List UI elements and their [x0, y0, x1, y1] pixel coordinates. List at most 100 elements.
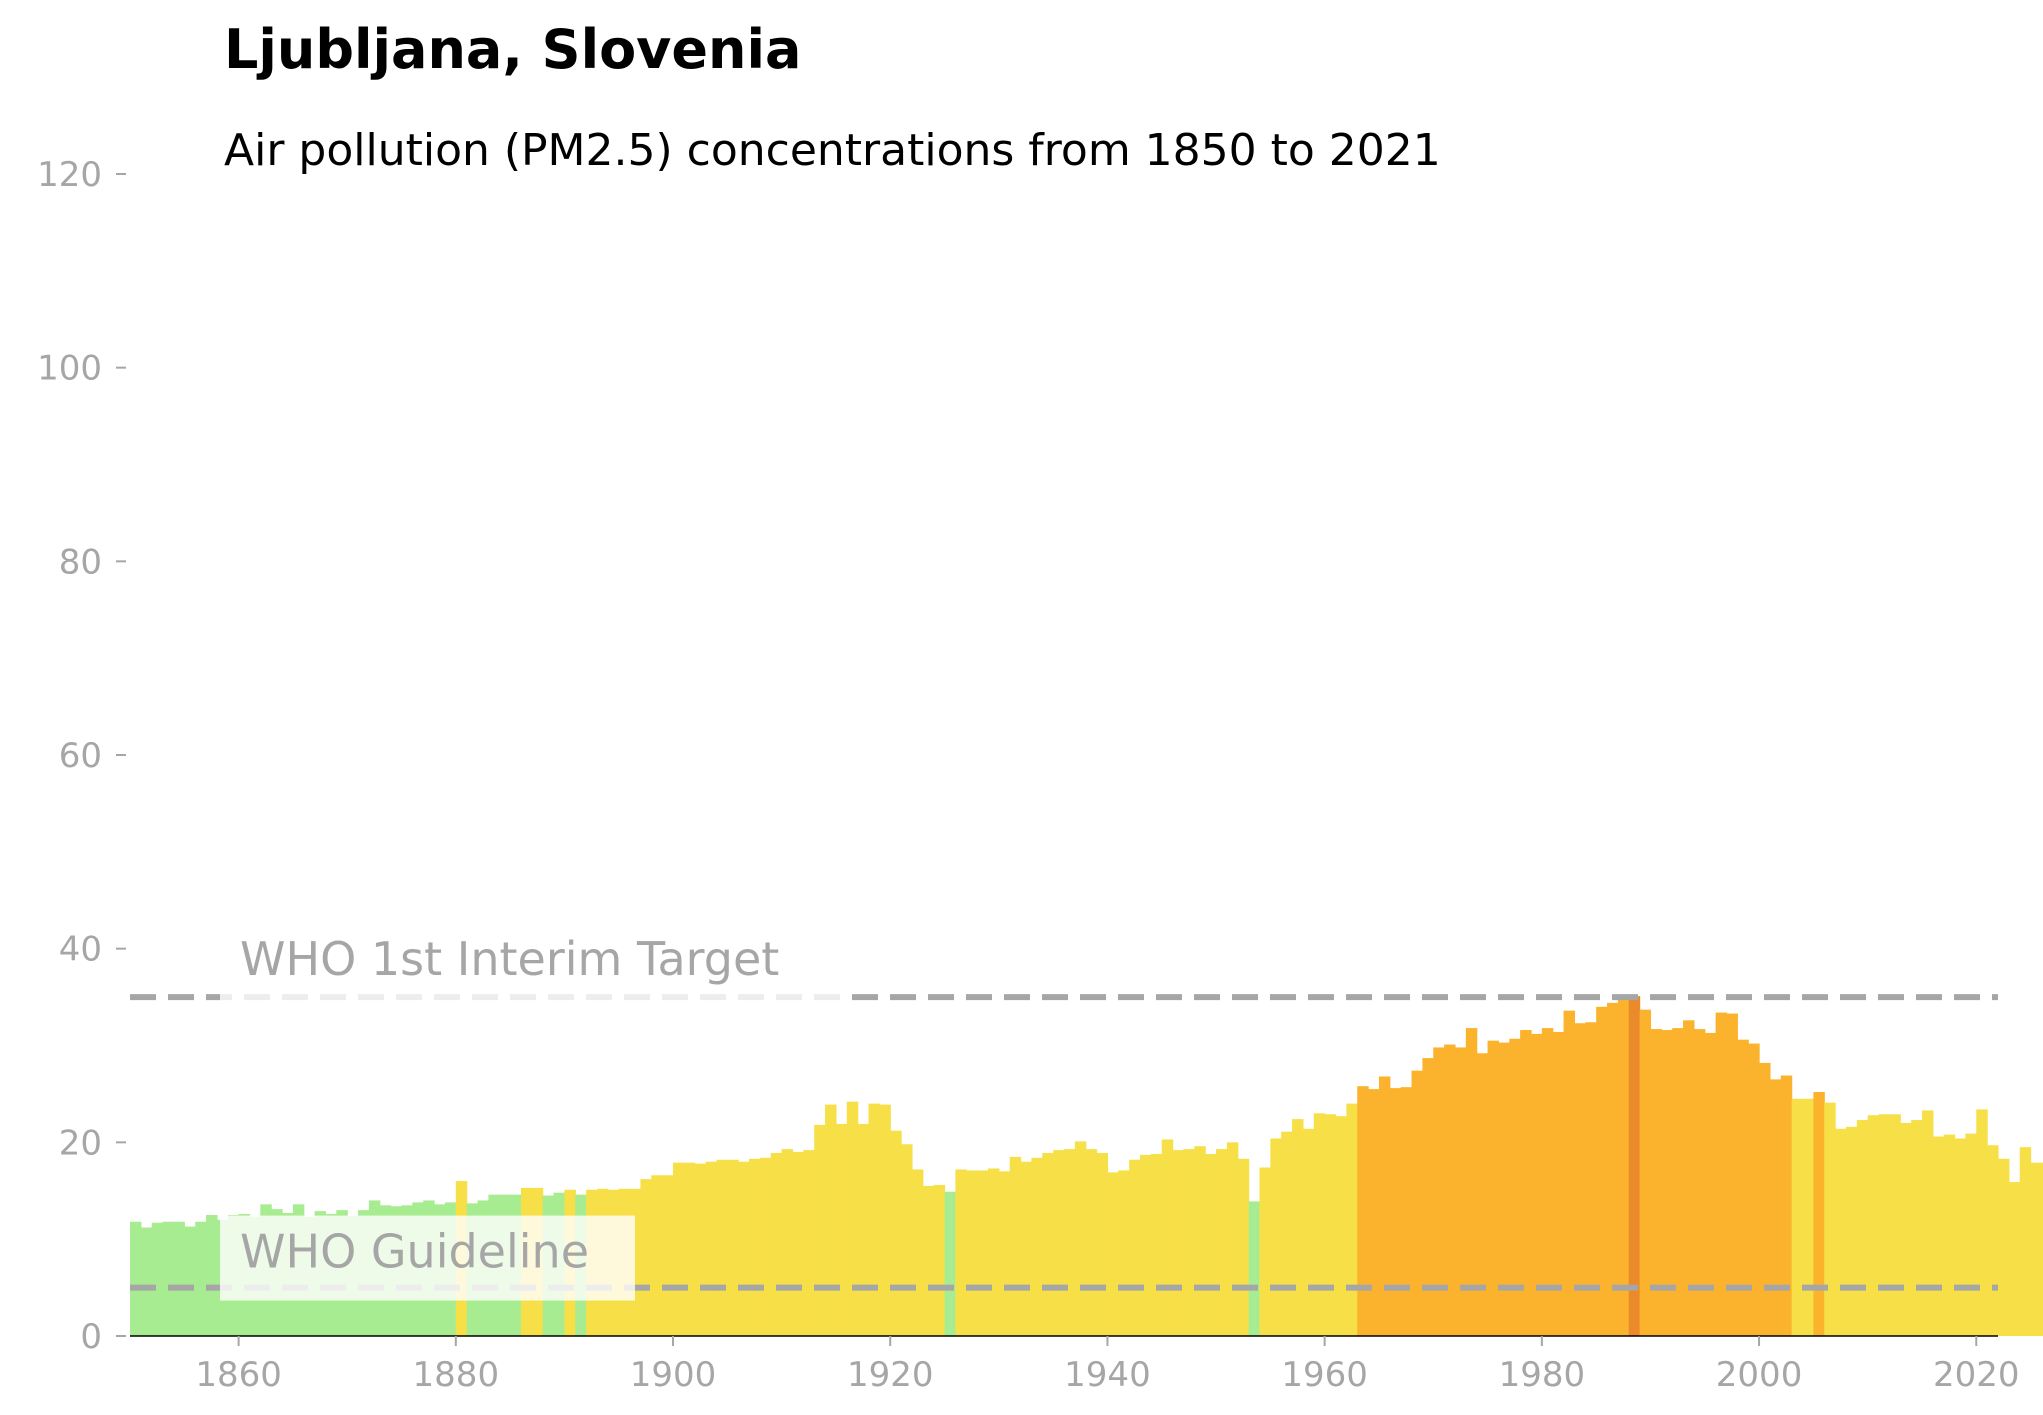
bar-2001	[1769, 1079, 1782, 1336]
bar-2002	[1780, 1075, 1793, 1336]
bar-2004	[1802, 1098, 1814, 1336]
bar-1943	[1140, 1154, 1152, 1336]
bar-1991	[1661, 1030, 1673, 1336]
bar-1970	[1433, 1047, 1445, 1336]
bar-2009	[1856, 1120, 1869, 1336]
bar-1850	[130, 1221, 142, 1336]
x-tick-label-1940: 1940	[1064, 1355, 1151, 1395]
bar-2012	[1889, 1114, 1901, 1336]
bar-1984	[1585, 1022, 1597, 1336]
bar-1983	[1574, 1023, 1586, 1336]
bar-1924	[933, 1184, 946, 1336]
reference-lines-group: WHO 1st Interim Target WHO Guideline	[130, 932, 1998, 1301]
bar-1908	[759, 1157, 772, 1336]
bar-2026	[2041, 1162, 2043, 1336]
bar-1857	[206, 1214, 218, 1336]
bar-1981	[1552, 1031, 1565, 1336]
bar-1928	[977, 1170, 989, 1336]
bar-1942	[1129, 1159, 1141, 1336]
bar-1953	[1248, 1201, 1261, 1336]
bar-1976	[1498, 1042, 1510, 1336]
bar-1910	[781, 1149, 794, 1336]
bar-1972	[1454, 1047, 1467, 1336]
bar-1974	[1476, 1053, 1489, 1336]
bar-2015	[1921, 1110, 1934, 1336]
bar-1938	[1085, 1149, 1098, 1336]
bar-2006	[1824, 1102, 1836, 1336]
bar-2000	[1759, 1062, 1771, 1336]
bar-2023	[2008, 1182, 2021, 1336]
reference-label-1: WHO Guideline	[240, 1225, 589, 1279]
bar-1996	[1715, 1012, 1728, 1336]
bar-1899	[662, 1175, 674, 1336]
y-tick-label-80: 80	[59, 542, 102, 582]
bar-1944	[1150, 1153, 1163, 1336]
bar-1964	[1368, 1089, 1380, 1336]
bar-1853	[162, 1221, 175, 1336]
y-tick-label-100: 100	[37, 349, 102, 389]
bar-1898	[651, 1175, 663, 1336]
reference-label-bg-0	[220, 993, 840, 1002]
bar-1852	[151, 1222, 164, 1336]
x-tick-label-1960: 1960	[1281, 1355, 1368, 1395]
bar-1913	[814, 1124, 826, 1336]
bar-1957	[1292, 1119, 1304, 1336]
bar-1918	[868, 1103, 880, 1336]
bar-1965	[1378, 1076, 1391, 1336]
bar-1934	[1042, 1152, 1054, 1336]
bar-2016	[1932, 1136, 1945, 1336]
bar-1997	[1726, 1013, 1738, 1336]
bar-1906	[738, 1161, 750, 1336]
bar-1926	[955, 1169, 967, 1336]
bar-1920	[890, 1130, 902, 1336]
bar-2017	[1943, 1134, 1956, 1336]
bar-1946	[1172, 1150, 1185, 1336]
bar-1956	[1281, 1131, 1293, 1336]
bar-1945	[1161, 1139, 1174, 1336]
bar-1982	[1563, 1010, 1576, 1336]
bar-1951	[1226, 1142, 1239, 1336]
y-tick-label-120: 120	[37, 155, 102, 195]
x-tick-label-1900: 1900	[630, 1355, 717, 1395]
bar-1992	[1672, 1028, 1684, 1336]
bar-1961	[1335, 1116, 1347, 1336]
bar-1941	[1118, 1170, 1130, 1336]
bar-1993	[1683, 1020, 1695, 1336]
bar-2005	[1813, 1091, 1825, 1336]
chart-subtitle: Air pollution (PM2.5) concentrations fro…	[224, 125, 1441, 176]
axes-group: 0 20 40 60 80 100 120 1860 1880 1900 1920 1940 1960 1…	[37, 155, 2019, 1395]
bar-2020	[1976, 1109, 1988, 1336]
bar-1919	[879, 1104, 891, 1336]
bar-1959	[1313, 1113, 1326, 1336]
bar-1963	[1357, 1086, 1369, 1336]
x-tick-label-1980: 1980	[1499, 1355, 1586, 1395]
bar-1960	[1324, 1114, 1337, 1336]
bar-1939	[1096, 1152, 1109, 1336]
reference-label-bg-1	[220, 1215, 635, 1301]
bar-1930	[998, 1171, 1011, 1336]
bar-1901	[683, 1162, 696, 1336]
bar-1921	[901, 1144, 913, 1336]
bar-1989	[1639, 1009, 1652, 1336]
bar-1952	[1237, 1158, 1250, 1336]
bar-1909	[770, 1152, 783, 1336]
bar-1927	[966, 1170, 978, 1336]
bar-1998	[1737, 1039, 1749, 1336]
bar-1935	[1053, 1150, 1065, 1336]
bar-1936	[1064, 1149, 1076, 1336]
bar-1986	[1607, 1002, 1619, 1336]
bar-1911	[792, 1152, 804, 1336]
bar-1931	[1009, 1156, 1022, 1336]
bar-1912	[803, 1150, 815, 1336]
bar-2007	[1835, 1128, 1847, 1336]
bar-1990	[1650, 1029, 1662, 1336]
bar-1937	[1074, 1141, 1087, 1336]
bar-1914	[825, 1104, 837, 1336]
bar-1987	[1617, 998, 1630, 1336]
bar-1933	[1031, 1157, 1043, 1336]
bar-1932	[1020, 1161, 1033, 1336]
bar-1988	[1628, 996, 1641, 1336]
x-tick-label-1880: 1880	[413, 1355, 500, 1395]
bar-1907	[749, 1158, 761, 1336]
